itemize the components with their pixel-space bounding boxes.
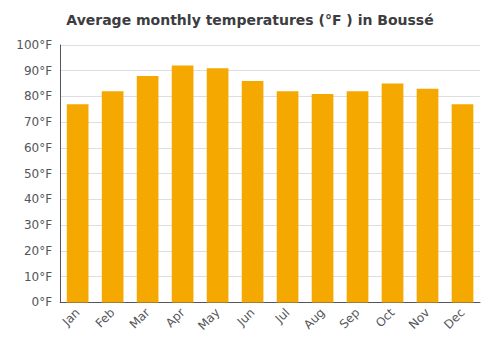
svg-text:Average monthly temperatures (: Average monthly temperatures (°F ) in Bo… [66,12,433,28]
svg-text:10°F: 10°F [24,270,52,284]
svg-text:May: May [195,306,222,333]
svg-text:Jul: Jul [272,306,293,327]
svg-text:100°F: 100°F [16,38,52,52]
svg-text:80°F: 80°F [24,89,52,103]
svg-text:Jan: Jan [59,306,83,330]
svg-text:Aug: Aug [301,306,327,332]
svg-text:30°F: 30°F [24,218,52,232]
svg-text:Nov: Nov [406,306,432,332]
svg-text:50°F: 50°F [24,167,52,181]
svg-text:60°F: 60°F [24,141,52,155]
svg-text:20°F: 20°F [24,244,52,258]
svg-text:40°F: 40°F [24,192,52,206]
svg-text:70°F: 70°F [24,115,52,129]
svg-text:Mar: Mar [127,305,153,331]
svg-text:90°F: 90°F [24,64,52,78]
svg-text:Oct: Oct [373,305,398,330]
svg-text:Jun: Jun [234,306,258,330]
svg-text:Dec: Dec [441,306,467,332]
svg-text:Sep: Sep [337,306,363,332]
svg-text:Apr: Apr [163,305,188,330]
svg-text:0°F: 0°F [32,295,53,309]
svg-text:Feb: Feb [93,306,118,331]
